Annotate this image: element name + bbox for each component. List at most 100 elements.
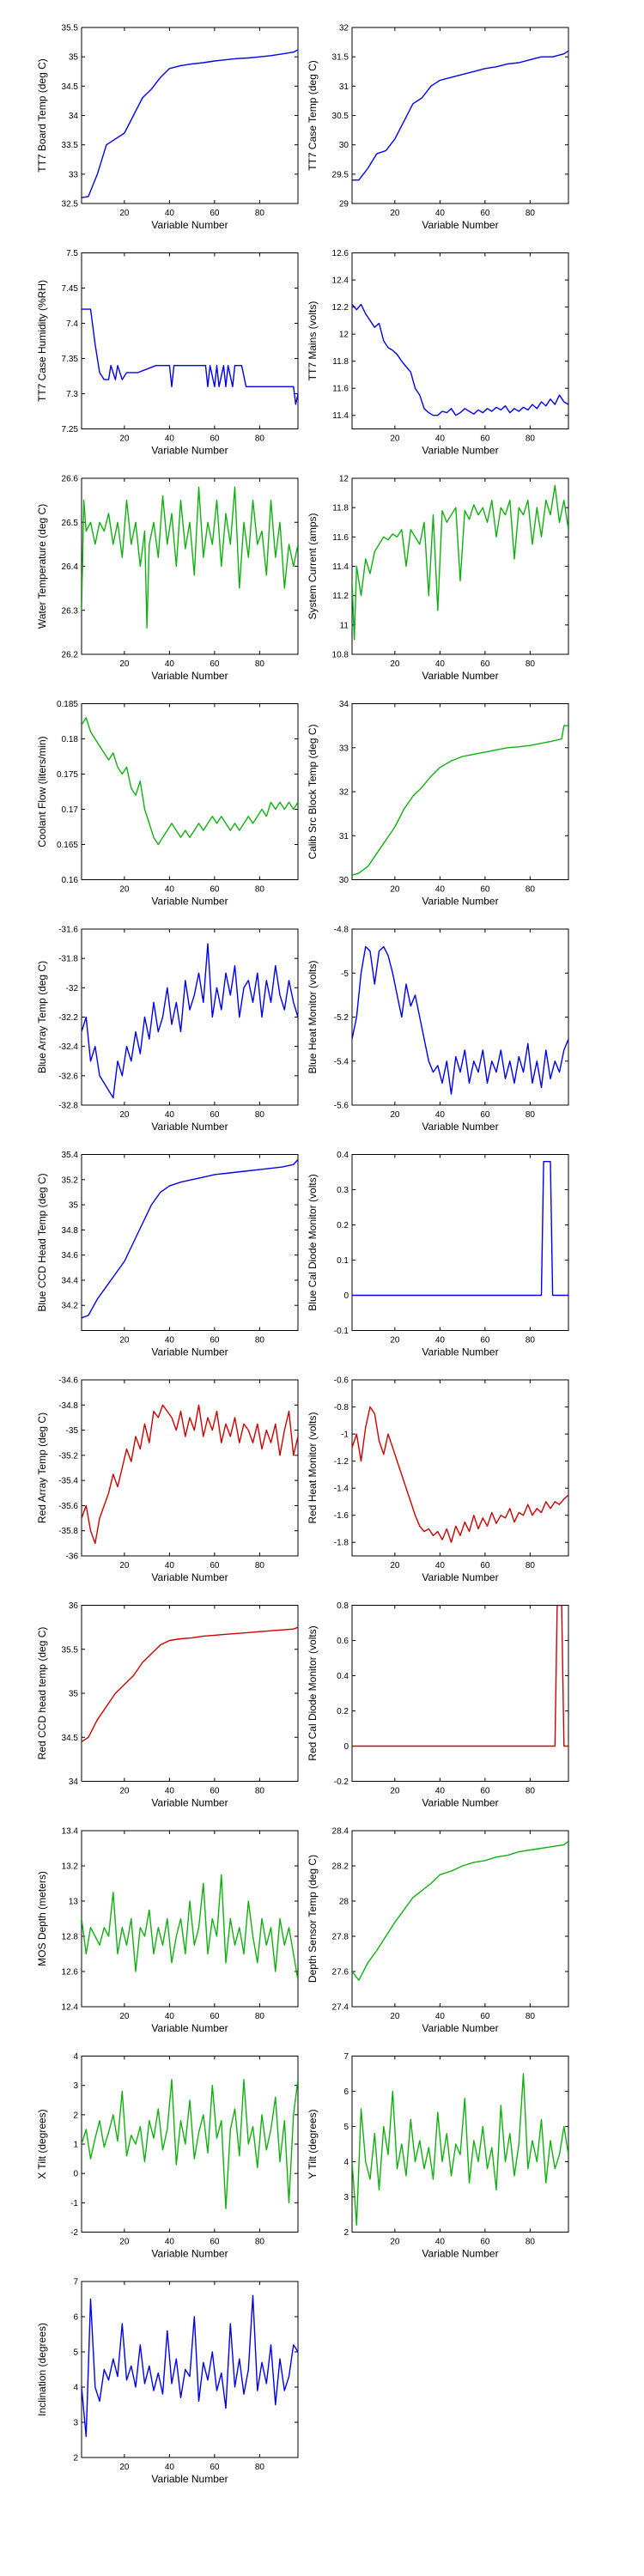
chart-panel-7: 20 40 60 80 0.16 0.165 0.17 0.175 0.18 0.185 Varia… <box>36 700 299 908</box>
plot-frame <box>351 27 569 204</box>
x-tick-label: 60 <box>210 2238 220 2247</box>
y-tick-label: 12 <box>339 475 349 484</box>
plot-frame <box>81 2056 299 2233</box>
y-tick-label: 34.5 <box>62 1734 79 1743</box>
y-tick-label: 2 <box>73 2111 78 2120</box>
y-tick-label: 0 <box>343 1742 349 1752</box>
plot-frame <box>351 2056 569 2233</box>
chart-panel-6: 20 40 60 80 10.8 11 11.2 11.4 11.6 11.8 12 Variable… <box>307 475 569 682</box>
y-tick-label: 34.5 <box>62 82 79 92</box>
x-tick-label: 20 <box>119 2463 130 2472</box>
y-tick-label: 7 <box>343 2052 349 2062</box>
x-tick-label: 20 <box>119 2238 130 2247</box>
y-tick-label: 12.8 <box>62 1933 79 1942</box>
plot-frame <box>81 703 299 880</box>
series-line <box>82 308 298 405</box>
series-line <box>82 1626 298 1742</box>
y-tick-label: -34.6 <box>58 1376 78 1386</box>
x-tick-label: 80 <box>526 659 536 669</box>
y-tick-label: 35.5 <box>62 1645 79 1655</box>
chart-panel-18: 20 40 60 80 27.4 27.6 27.8 28 28.2 28.4 Variable N… <box>307 1827 569 2034</box>
y-tick-label: 34 <box>69 112 79 121</box>
x-tick-label: 60 <box>480 2012 490 2021</box>
series-line <box>82 717 298 846</box>
series-line <box>352 1840 568 1981</box>
y-tick-label: 31.5 <box>332 53 349 63</box>
y-tick-label: 6 <box>73 2313 78 2323</box>
y-tick-label: 35.5 <box>62 24 79 33</box>
series-line <box>352 303 568 416</box>
y-tick-label: 4 <box>73 2052 78 2062</box>
y-tick-label: 26.2 <box>62 651 79 660</box>
x-tick-label: 20 <box>119 209 130 218</box>
y-tick-label: 7.4 <box>66 319 78 329</box>
x-tick-label: 80 <box>526 209 536 218</box>
series-line <box>352 945 568 1095</box>
x-tick-label: 60 <box>210 2012 220 2021</box>
x-tick-label: 80 <box>526 1110 536 1120</box>
x-tick-label: 40 <box>435 2012 446 2021</box>
x-tick-label: 40 <box>435 885 446 895</box>
x-tick-label: 60 <box>210 885 220 895</box>
y-axis-label: Calib Src Block Temp (deg C) <box>307 724 319 859</box>
y-tick-label: -5.4 <box>334 1057 349 1066</box>
chart-panel-19: 20 40 60 80 -2 -1 0 1 2 3 4 Variable Number X Tilt (… <box>36 2052 299 2260</box>
series-line <box>352 2073 568 2227</box>
x-tick-label: 80 <box>526 1336 536 1346</box>
x-tick-label: 60 <box>480 1787 490 1796</box>
y-tick-label: -35.8 <box>58 1527 78 1536</box>
x-tick-label: 80 <box>255 885 265 895</box>
y-tick-label: 30 <box>339 141 349 150</box>
y-tick-label: 7.25 <box>62 425 79 434</box>
x-axis-label: Variable Number <box>422 219 498 231</box>
y-tick-label: 0 <box>343 1291 349 1301</box>
series-line <box>352 484 568 641</box>
plot-frame <box>351 1830 569 2008</box>
x-tick-label: 60 <box>210 1561 220 1571</box>
x-tick-label: 20 <box>390 885 400 895</box>
y-tick-label: 12.4 <box>62 2003 79 2013</box>
x-tick-label: 60 <box>210 209 220 218</box>
series-line <box>82 1404 298 1545</box>
x-tick-label: 20 <box>119 434 130 444</box>
series-line <box>82 1874 298 1981</box>
x-axis-label: Variable Number <box>151 670 228 682</box>
series-line <box>352 725 568 877</box>
chart-panel-1: 20 40 60 80 32.5 33 33.5 34 34.5 35 35.5 Variable N… <box>36 24 299 231</box>
y-tick-label: 32 <box>339 788 349 798</box>
y-tick-label: 34 <box>69 1777 79 1787</box>
chart-panel-8: 20 40 60 80 30 31 32 33 34 Variable Number Calib S… <box>307 700 569 908</box>
y-tick-label: 35 <box>69 1690 79 1699</box>
plot-frame <box>81 1605 299 1782</box>
x-tick-label: 20 <box>390 1561 400 1571</box>
x-tick-label: 80 <box>255 434 265 444</box>
y-tick-label: 0.185 <box>57 700 78 709</box>
x-axis-label: Variable Number <box>422 1121 498 1133</box>
y-axis-label: Red Heat Monitor (volts) <box>307 1412 319 1523</box>
x-tick-label: 60 <box>210 2463 220 2472</box>
y-axis-label: Y Tilt (degrees) <box>307 2109 319 2178</box>
y-tick-label: 5 <box>343 2123 349 2132</box>
y-tick-label: -32.6 <box>58 1072 78 1081</box>
y-tick-label: -5 <box>341 969 349 979</box>
x-axis-label: Variable Number <box>151 219 228 231</box>
x-tick-label: 60 <box>480 1336 490 1346</box>
x-tick-label: 60 <box>480 434 490 444</box>
y-tick-label: 0.6 <box>337 1637 349 1646</box>
series-line <box>352 50 568 181</box>
y-axis-label: TT7 Mains (volts) <box>307 301 319 381</box>
x-tick-label: 80 <box>255 2238 265 2247</box>
x-axis-label: Variable Number <box>422 1346 498 1358</box>
x-axis-label: Variable Number <box>422 670 498 682</box>
y-tick-label: 28.4 <box>332 1827 349 1837</box>
y-axis-label: TT7 Board Temp (deg C) <box>36 58 48 173</box>
y-tick-label: 5 <box>73 2348 78 2358</box>
y-tick-label: 27.6 <box>332 1968 349 1978</box>
x-tick-label: 40 <box>435 209 446 218</box>
y-tick-label: 35 <box>69 1201 79 1211</box>
y-axis-label: Blue Cal Diode Monitor (volts) <box>307 1174 319 1310</box>
series-line <box>82 2079 298 2209</box>
y-axis-label: Blue Heat Monitor (volts) <box>307 960 319 1073</box>
series-line <box>82 943 298 1099</box>
